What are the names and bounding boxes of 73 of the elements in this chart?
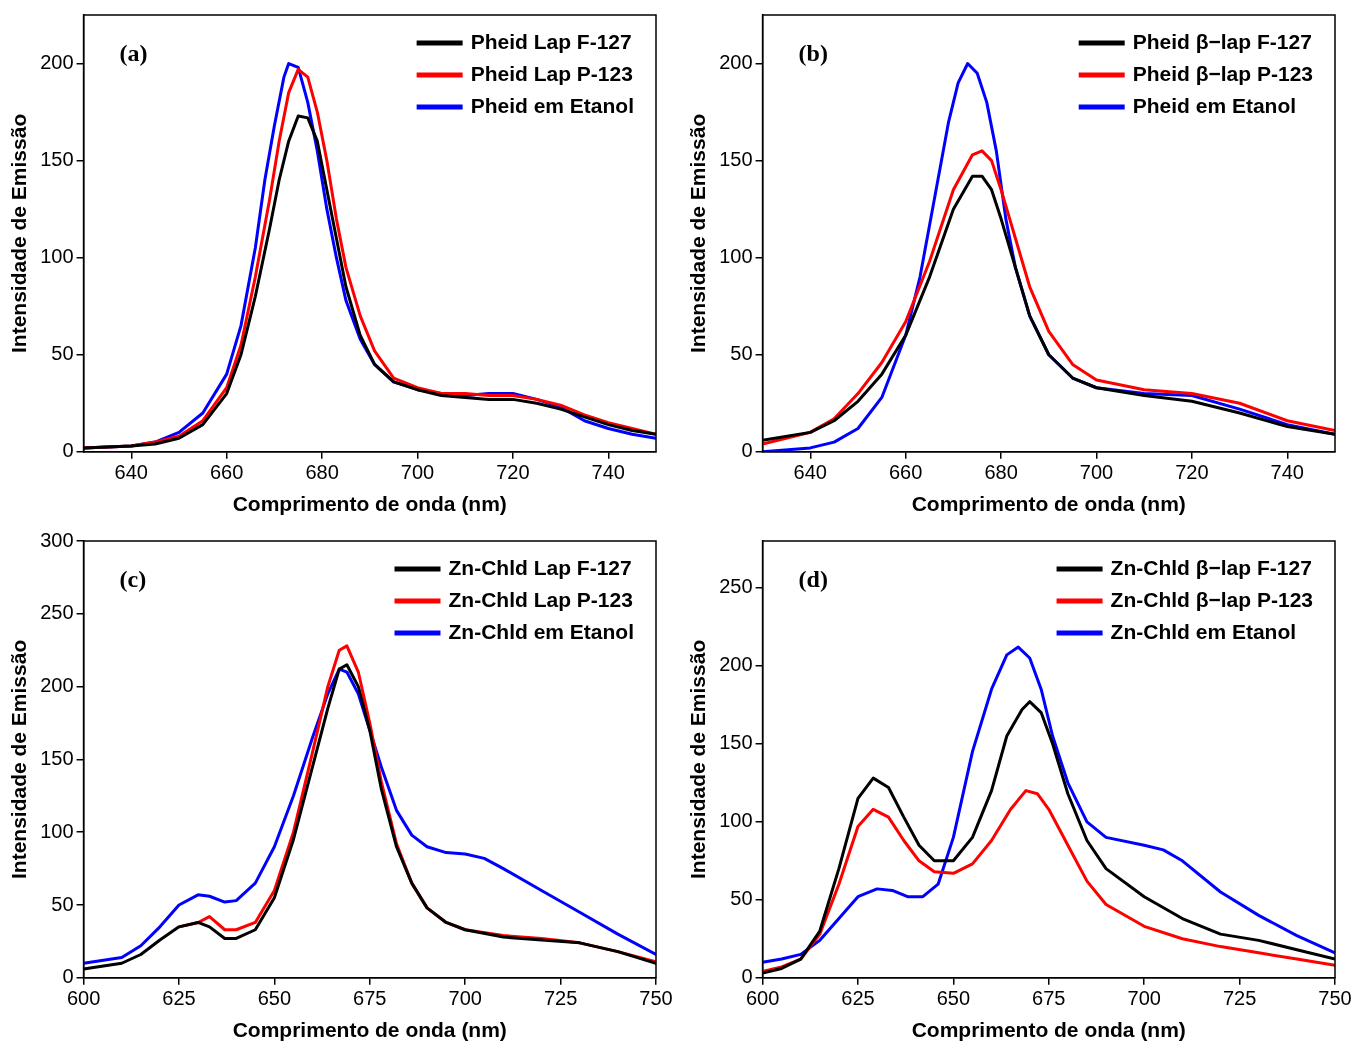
y-axis-title: Intensidade de Emissão <box>7 639 31 880</box>
x-tick-label: 700 <box>448 987 482 1010</box>
y-tick-label: 200 <box>40 674 74 697</box>
x-tick-label: 660 <box>209 461 244 484</box>
y-tick-label: 50 <box>51 342 74 365</box>
x-axis-title: Comprimento de onda (nm) <box>911 492 1186 516</box>
x-tick-label: 700 <box>1127 987 1161 1010</box>
y-tick-label: 100 <box>719 245 753 268</box>
y-tick-label: 200 <box>40 51 74 74</box>
y-tick-label: 100 <box>40 819 74 842</box>
x-tick-label: 720 <box>496 461 530 484</box>
x-tick-label: 700 <box>1079 461 1114 484</box>
x-tick-label: 675 <box>1032 987 1066 1010</box>
x-tick-label: 625 <box>162 987 196 1010</box>
x-tick-label: 725 <box>1222 987 1257 1010</box>
y-axis-title: Intensidade de Emissão <box>7 113 31 354</box>
y-axis-title: Intensidade de Emissão <box>686 113 710 354</box>
x-tick-label: 680 <box>984 461 1018 484</box>
y-tick-label: 0 <box>62 965 74 988</box>
x-tick-label: 725 <box>543 987 578 1010</box>
y-tick-label: 100 <box>40 245 74 268</box>
annotation: (c) <box>119 566 147 593</box>
y-axis-title: Intensidade de Emissão <box>686 639 710 880</box>
legend-label: Pheid β−lap F-127 <box>1132 29 1312 53</box>
legend-label: Pheid Lap F-127 <box>470 29 632 53</box>
legend-label: Zn-Chld Lap F-127 <box>448 555 632 579</box>
x-tick-label: 640 <box>793 461 827 484</box>
x-tick-label: 600 <box>745 987 780 1010</box>
y-tick-label: 0 <box>741 439 753 462</box>
y-tick-label: 50 <box>730 887 753 910</box>
y-tick-label: 150 <box>40 746 74 769</box>
annotation: (a) <box>119 40 148 67</box>
y-tick-label: 150 <box>40 148 74 171</box>
x-tick-label: 675 <box>353 987 387 1010</box>
y-tick-label: 150 <box>719 731 753 754</box>
y-tick-label: 200 <box>719 51 753 74</box>
legend-label: Zn-Chld em Etanol <box>448 619 635 643</box>
legend-label: Zn-Chld Lap P-123 <box>448 587 633 611</box>
legend-label: Pheid em Etanol <box>1132 93 1297 117</box>
x-axis-title: Comprimento de onda (nm) <box>232 492 507 516</box>
x-tick-label: 680 <box>305 461 339 484</box>
x-tick-label: 720 <box>1175 461 1209 484</box>
x-axis-title: Comprimento de onda (nm) <box>911 1018 1186 1042</box>
y-tick-label: 200 <box>719 653 753 676</box>
x-tick-label: 625 <box>841 987 875 1010</box>
x-tick-label: 740 <box>1270 461 1304 484</box>
x-tick-label: 700 <box>400 461 435 484</box>
legend-label: Pheid Lap P-123 <box>470 61 633 85</box>
annotation: (b) <box>798 40 828 67</box>
legend-label: Zn-Chld β−lap F-127 <box>1110 555 1312 579</box>
x-tick-label: 600 <box>66 987 101 1010</box>
y-tick-label: 50 <box>730 342 753 365</box>
y-tick-label: 50 <box>51 892 74 915</box>
x-tick-label: 650 <box>257 987 292 1010</box>
y-tick-label: 0 <box>741 965 753 988</box>
legend-label: Pheid β−lap P-123 <box>1132 61 1314 85</box>
x-tick-label: 640 <box>114 461 148 484</box>
x-tick-label: 750 <box>639 987 673 1010</box>
x-axis-title: Comprimento de onda (nm) <box>232 1018 507 1042</box>
y-tick-label: 150 <box>719 148 753 171</box>
x-tick-label: 650 <box>936 987 971 1010</box>
legend-label: Zn-Chld β−lap P-123 <box>1110 587 1313 611</box>
legend-label: Pheid em Etanol <box>470 93 635 117</box>
y-tick-label: 0 <box>62 439 74 462</box>
x-tick-label: 660 <box>888 461 923 484</box>
annotation: (d) <box>798 566 828 593</box>
y-tick-label: 300 <box>40 528 74 551</box>
x-tick-label: 750 <box>1318 987 1352 1010</box>
y-tick-label: 100 <box>719 809 753 832</box>
x-tick-label: 740 <box>591 461 625 484</box>
y-tick-label: 250 <box>719 575 753 598</box>
y-tick-label: 250 <box>40 601 74 624</box>
legend-label: Zn-Chld em Etanol <box>1110 619 1297 643</box>
